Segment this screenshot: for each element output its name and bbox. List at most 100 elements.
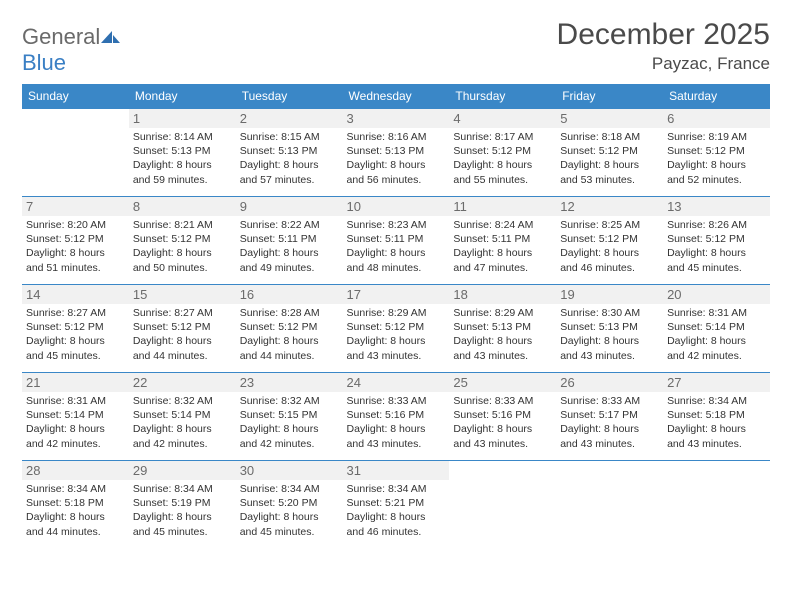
sunrise-text: Sunrise: 8:14 AM	[133, 130, 232, 144]
daylight-text: Daylight: 8 hours and 57 minutes.	[240, 158, 339, 186]
daylight-text: Daylight: 8 hours and 47 minutes.	[453, 246, 552, 274]
calendar-head: Sunday Monday Tuesday Wednesday Thursday…	[22, 84, 770, 109]
calendar-week-row: 7Sunrise: 8:20 AMSunset: 5:12 PMDaylight…	[22, 197, 770, 285]
daylight-text: Daylight: 8 hours and 52 minutes.	[667, 158, 766, 186]
day-number: 13	[663, 197, 770, 216]
day-info: Sunrise: 8:24 AMSunset: 5:11 PMDaylight:…	[453, 218, 552, 275]
calendar-cell	[22, 109, 129, 197]
daylight-text: Daylight: 8 hours and 45 minutes.	[667, 246, 766, 274]
calendar-cell: 16Sunrise: 8:28 AMSunset: 5:12 PMDayligh…	[236, 285, 343, 373]
sunset-text: Sunset: 5:12 PM	[26, 232, 125, 246]
day-info: Sunrise: 8:19 AMSunset: 5:12 PMDaylight:…	[667, 130, 766, 187]
header: GeneralBlue December 2025 Payzac, France	[22, 18, 770, 76]
calendar-cell: 31Sunrise: 8:34 AMSunset: 5:21 PMDayligh…	[343, 461, 450, 549]
logo-text: GeneralBlue	[22, 24, 122, 76]
day-number: 21	[22, 373, 129, 392]
location: Payzac, France	[557, 54, 770, 74]
day-number: 9	[236, 197, 343, 216]
day-info: Sunrise: 8:32 AMSunset: 5:15 PMDaylight:…	[240, 394, 339, 451]
sunset-text: Sunset: 5:19 PM	[133, 496, 232, 510]
day-number: 18	[449, 285, 556, 304]
day-info: Sunrise: 8:34 AMSunset: 5:18 PMDaylight:…	[26, 482, 125, 539]
sunrise-text: Sunrise: 8:30 AM	[560, 306, 659, 320]
day-number: 19	[556, 285, 663, 304]
sunset-text: Sunset: 5:12 PM	[240, 320, 339, 334]
day-info: Sunrise: 8:27 AMSunset: 5:12 PMDaylight:…	[26, 306, 125, 363]
sunset-text: Sunset: 5:12 PM	[667, 144, 766, 158]
day-info: Sunrise: 8:30 AMSunset: 5:13 PMDaylight:…	[560, 306, 659, 363]
logo-text-gray: General	[22, 24, 100, 49]
sunrise-text: Sunrise: 8:17 AM	[453, 130, 552, 144]
day-number: 6	[663, 109, 770, 128]
day-info: Sunrise: 8:33 AMSunset: 5:16 PMDaylight:…	[347, 394, 446, 451]
sunrise-text: Sunrise: 8:34 AM	[26, 482, 125, 496]
sunset-text: Sunset: 5:11 PM	[240, 232, 339, 246]
sunset-text: Sunset: 5:15 PM	[240, 408, 339, 422]
calendar-cell: 19 Sunrise: 8:30 AMSunset: 5:13 PMDayligh…	[556, 285, 663, 373]
sunset-text: Sunset: 5:21 PM	[347, 496, 446, 510]
day-number: 2	[236, 109, 343, 128]
sunset-text: Sunset: 5:20 PM	[240, 496, 339, 510]
day-info: Sunrise: 8:29 AMSunset: 5:12 PMDaylight:…	[347, 306, 446, 363]
calendar-cell: 1 Sunrise: 8:14 AMSunset: 5:13 PMDaylight…	[129, 109, 236, 197]
daylight-text: Daylight: 8 hours and 42 minutes.	[26, 422, 125, 450]
daylight-text: Daylight: 8 hours and 49 minutes.	[240, 246, 339, 274]
sunrise-text: Sunrise: 8:33 AM	[560, 394, 659, 408]
day-number: 5	[556, 109, 663, 128]
sunrise-text: Sunrise: 8:28 AM	[240, 306, 339, 320]
calendar-cell: 17 Sunrise: 8:29 AMSunset: 5:12 PMDayligh…	[343, 285, 450, 373]
day-number: 14	[22, 285, 129, 304]
sunset-text: Sunset: 5:18 PM	[667, 408, 766, 422]
sunrise-text: Sunrise: 8:16 AM	[347, 130, 446, 144]
day-header: Tuesday	[236, 84, 343, 109]
daylight-text: Daylight: 8 hours and 48 minutes.	[347, 246, 446, 274]
sunrise-text: Sunrise: 8:18 AM	[560, 130, 659, 144]
daylight-text: Daylight: 8 hours and 43 minutes.	[347, 334, 446, 362]
day-info: Sunrise: 8:34 AMSunset: 5:20 PMDaylight:…	[240, 482, 339, 539]
sunset-text: Sunset: 5:12 PM	[26, 320, 125, 334]
day-number: 26	[556, 373, 663, 392]
sunset-text: Sunset: 5:13 PM	[133, 144, 232, 158]
daylight-text: Daylight: 8 hours and 44 minutes.	[26, 510, 125, 538]
daylight-text: Daylight: 8 hours and 44 minutes.	[240, 334, 339, 362]
day-header: Saturday	[663, 84, 770, 109]
calendar-cell: 6 Sunrise: 8:19 AMSunset: 5:12 PMDaylight…	[663, 109, 770, 197]
sunset-text: Sunset: 5:12 PM	[133, 320, 232, 334]
calendar-cell: 7Sunrise: 8:20 AMSunset: 5:12 PMDaylight…	[22, 197, 129, 285]
sunrise-text: Sunrise: 8:27 AM	[26, 306, 125, 320]
daylight-text: Daylight: 8 hours and 43 minutes.	[453, 334, 552, 362]
day-number: 11	[449, 197, 556, 216]
day-header: Sunday	[22, 84, 129, 109]
daylight-text: Daylight: 8 hours and 45 minutes.	[26, 334, 125, 362]
day-header: Wednesday	[343, 84, 450, 109]
calendar-cell: 21Sunrise: 8:31 AMSunset: 5:14 PMDayligh…	[22, 373, 129, 461]
calendar-cell: 30Sunrise: 8:34 AMSunset: 5:20 PMDayligh…	[236, 461, 343, 549]
daylight-text: Daylight: 8 hours and 43 minutes.	[347, 422, 446, 450]
calendar-cell	[556, 461, 663, 549]
sunrise-text: Sunrise: 8:26 AM	[667, 218, 766, 232]
calendar-week-row: 14Sunrise: 8:27 AMSunset: 5:12 PMDayligh…	[22, 285, 770, 373]
sunrise-text: Sunrise: 8:19 AM	[667, 130, 766, 144]
sunrise-text: Sunrise: 8:24 AM	[453, 218, 552, 232]
day-header-row: Sunday Monday Tuesday Wednesday Thursday…	[22, 84, 770, 109]
day-header: Thursday	[449, 84, 556, 109]
sunrise-text: Sunrise: 8:22 AM	[240, 218, 339, 232]
calendar-page: GeneralBlue December 2025 Payzac, France…	[0, 0, 792, 549]
sunrise-text: Sunrise: 8:31 AM	[26, 394, 125, 408]
day-number: 1	[129, 109, 236, 128]
sunset-text: Sunset: 5:14 PM	[667, 320, 766, 334]
daylight-text: Daylight: 8 hours and 42 minutes.	[133, 422, 232, 450]
calendar-cell: 10Sunrise: 8:23 AMSunset: 5:11 PMDayligh…	[343, 197, 450, 285]
calendar-cell: 5Sunrise: 8:18 AMSunset: 5:12 PMDaylight…	[556, 109, 663, 197]
calendar-cell: 18Sunrise: 8:29 AMSunset: 5:13 PMDayligh…	[449, 285, 556, 373]
day-number: 20	[663, 285, 770, 304]
daylight-text: Daylight: 8 hours and 59 minutes.	[133, 158, 232, 186]
daylight-text: Daylight: 8 hours and 51 minutes.	[26, 246, 125, 274]
calendar-cell: 15Sunrise: 8:27 AMSunset: 5:12 PMDayligh…	[129, 285, 236, 373]
daylight-text: Daylight: 8 hours and 55 minutes.	[453, 158, 552, 186]
day-info: Sunrise: 8:27 AMSunset: 5:12 PMDaylight:…	[133, 306, 232, 363]
daylight-text: Daylight: 8 hours and 50 minutes.	[133, 246, 232, 274]
sunrise-text: Sunrise: 8:32 AM	[133, 394, 232, 408]
day-info: Sunrise: 8:17 AMSunset: 5:12 PMDaylight:…	[453, 130, 552, 187]
day-number: 17	[343, 285, 450, 304]
